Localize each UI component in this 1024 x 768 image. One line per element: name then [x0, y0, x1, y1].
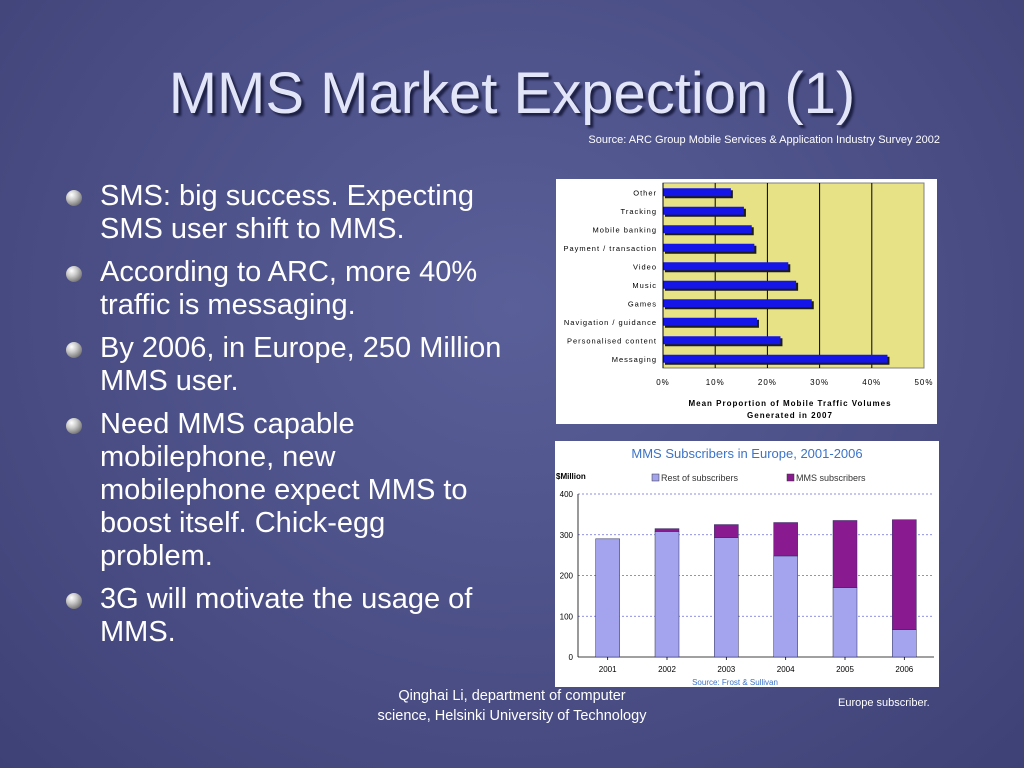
- y-tick-label: Video: [633, 262, 657, 271]
- y-tick-label: Payment / transaction: [563, 244, 657, 253]
- chart-title-line: Mean Proportion of Mobile Traffic Volume…: [688, 399, 891, 408]
- bullet-item: SMS: big success. Expecting SMS user shi…: [64, 180, 504, 246]
- chart-title: MMS Subscribers in Europe, 2001-2006: [631, 446, 862, 461]
- bar: [663, 225, 752, 234]
- traffic-volume-chart-svg: 0% 10% 20% 30% 40% 50% Other Tracking Mobile ban…: [563, 182, 933, 420]
- y-tick-label: Tracking: [621, 207, 657, 216]
- bullet-list: SMS: big success. Expecting SMS user shi…: [64, 180, 504, 659]
- bar: [663, 354, 888, 363]
- bullet-text: According to ARC, more 40% traffic is me…: [100, 256, 478, 321]
- traffic-volume-chart: 0% 10% 20% 30% 40% 50% Other Tracking Mobile ban…: [556, 179, 937, 424]
- bar: [663, 188, 731, 197]
- y-tick-label: Music: [632, 281, 657, 290]
- source-note: Source: ARC Group Mobile Services & Appl…: [588, 134, 940, 146]
- y-tick-label: 400: [560, 490, 574, 499]
- sphere-bullet-icon: [66, 418, 82, 434]
- y-tick-label: 200: [560, 572, 574, 581]
- footnote: Europe subscriber.: [838, 697, 930, 709]
- y-tick-label: Navigation / guidance: [564, 318, 657, 327]
- x-tick-label: 50%: [914, 378, 933, 387]
- bar: [663, 280, 797, 289]
- x-tick-label: 2002: [658, 665, 676, 674]
- y-axis-label: $Million: [556, 472, 586, 481]
- bullet-item: By 2006, in Europe, 250 Million MMS user…: [64, 332, 504, 398]
- x-tick-label: 2004: [777, 665, 795, 674]
- x-tick-label: 30%: [810, 378, 829, 387]
- sphere-bullet-icon: [66, 266, 82, 282]
- bullet-text: By 2006, in Europe, 250 Million MMS user…: [100, 332, 502, 397]
- legend-label: Rest of subscribers: [661, 473, 739, 483]
- bullet-text: Need MMS capable mobilephone, new mobile…: [100, 408, 468, 572]
- bar-segment: [773, 555, 798, 658]
- y-tick-label: Personalised content: [567, 336, 657, 345]
- legend-swatch: [651, 473, 660, 482]
- bullet-item: According to ARC, more 40% traffic is me…: [64, 256, 504, 322]
- bar: [663, 299, 812, 308]
- footer-credit: Qinghai Li, department of computer scien…: [377, 688, 647, 724]
- mms-subscribers-chart-svg: MMS Subscribers in Europe, 2001-2006 $Mil…: [556, 446, 934, 687]
- x-tick-label: 2006: [895, 665, 913, 674]
- bar: [663, 206, 744, 215]
- bar-segment: [595, 538, 620, 658]
- bar-segment: [892, 629, 917, 658]
- bar-segment: [892, 519, 917, 630]
- bar-segment: [773, 522, 798, 557]
- y-tick-label: 0: [569, 653, 574, 662]
- x-tick-label: 2003: [717, 665, 735, 674]
- y-tick-label: 300: [560, 531, 574, 540]
- bar-segment: [714, 524, 739, 538]
- mms-subscribers-chart: MMS Subscribers in Europe, 2001-2006 $Mil…: [555, 441, 939, 687]
- y-tick-label: Messaging: [612, 355, 657, 364]
- bar: [663, 317, 757, 326]
- sphere-bullet-icon: [66, 190, 82, 206]
- x-tick-label: 10%: [706, 378, 725, 387]
- bar-segment: [714, 537, 739, 658]
- bullet-text: SMS: big success. Expecting SMS user shi…: [100, 180, 474, 245]
- bar-segment: [654, 531, 680, 658]
- bar-segment: [832, 520, 858, 588]
- legend-label: MMS subscribers: [796, 473, 866, 483]
- bar: [663, 262, 789, 271]
- x-tick-label: 2005: [836, 665, 854, 674]
- legend-swatch: [786, 473, 795, 482]
- bar: [663, 243, 755, 252]
- bullet-text: 3G will motivate the usage of MMS.: [100, 583, 473, 648]
- bar: [663, 336, 781, 345]
- x-tick-label: 2001: [599, 665, 617, 674]
- x-tick-label: 40%: [862, 378, 881, 387]
- sphere-bullet-icon: [66, 342, 82, 358]
- sphere-bullet-icon: [66, 593, 82, 609]
- bullet-item: 3G will motivate the usage of MMS.: [64, 583, 504, 649]
- bar-segment: [654, 528, 680, 532]
- chart-title-line: Generated in 2007: [747, 411, 833, 420]
- y-tick-label: Mobile banking: [593, 225, 657, 234]
- chart-source-note: Source: Frost & Sullivan: [692, 678, 778, 687]
- x-tick-label: 0%: [656, 378, 670, 387]
- bar-segment: [832, 587, 858, 658]
- x-tick-label: 20%: [758, 378, 777, 387]
- page-title: MMS Market Expection (1): [168, 61, 856, 126]
- y-tick-label: Games: [628, 299, 657, 308]
- bullet-item: Need MMS capable mobilephone, new mobile…: [64, 408, 504, 573]
- y-tick-label: 100: [560, 612, 574, 621]
- y-tick-label: Other: [633, 188, 657, 197]
